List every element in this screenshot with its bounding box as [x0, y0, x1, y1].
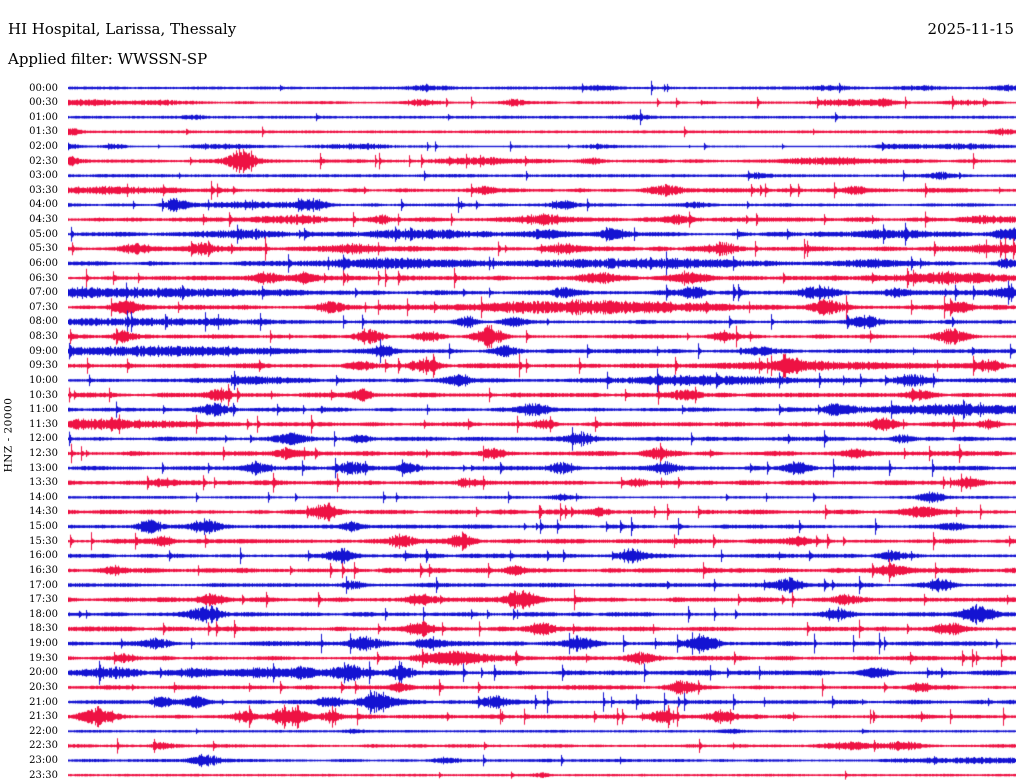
time-label: 17:30	[29, 594, 58, 606]
time-label: 06:30	[29, 272, 58, 284]
time-label: 19:00	[29, 638, 58, 650]
time-label: 04:00	[29, 199, 58, 211]
time-label: 13:30	[29, 477, 58, 489]
time-label: 22:00	[29, 725, 58, 737]
time-label: 23:00	[29, 755, 58, 767]
seismogram-trace-canvas	[68, 80, 1016, 780]
time-label: 08:00	[29, 316, 58, 328]
time-label: 06:00	[29, 257, 58, 269]
time-label: 20:30	[29, 681, 58, 693]
time-label: 08:30	[29, 331, 58, 343]
time-label: 15:00	[29, 521, 58, 533]
time-label: 21:30	[29, 711, 58, 723]
time-label: 17:00	[29, 579, 58, 591]
time-label: 16:30	[29, 564, 58, 576]
time-label: 04:30	[29, 214, 58, 226]
time-label: 02:00	[29, 140, 58, 152]
time-label: 12:30	[29, 448, 58, 459]
time-label: 14:30	[29, 506, 58, 518]
time-label: 01:00	[29, 111, 58, 123]
time-label: 02:30	[29, 155, 58, 167]
time-label: 03:30	[29, 184, 58, 196]
time-label: 11:00	[29, 404, 58, 416]
time-label: 11:30	[29, 418, 58, 430]
time-label: 19:30	[29, 652, 58, 664]
time-label: 14:00	[29, 491, 58, 503]
time-label: 05:30	[29, 243, 58, 255]
time-label: 16:00	[29, 550, 58, 562]
time-label: 01:30	[29, 126, 58, 138]
time-label: 00:30	[29, 97, 58, 109]
time-label: 05:00	[29, 228, 58, 240]
time-label: 22:30	[29, 740, 58, 752]
time-label: 07:30	[29, 301, 58, 313]
time-label: 13:00	[29, 462, 58, 474]
time-label: 23:30	[29, 769, 58, 781]
station-title: HI Hospital, Larissa, Thessaly	[8, 20, 237, 38]
time-label: 10:00	[29, 374, 58, 386]
time-label: 09:30	[29, 360, 58, 372]
record-date: 2025-11-15	[927, 20, 1014, 38]
time-label: 10:30	[29, 389, 58, 401]
time-label: 07:00	[29, 287, 58, 299]
time-label: 09:00	[29, 345, 58, 357]
time-label: 20:00	[29, 667, 58, 679]
time-label: 18:00	[29, 608, 58, 620]
time-label: 03:00	[29, 170, 58, 182]
time-label: 21:00	[29, 696, 58, 708]
time-label: 15:30	[29, 535, 58, 547]
time-label: 00:00	[29, 82, 58, 94]
time-label: 18:30	[29, 623, 58, 635]
applied-filter-label: Applied filter: WWSSN-SP	[8, 50, 208, 68]
time-label: 12:00	[29, 433, 58, 445]
